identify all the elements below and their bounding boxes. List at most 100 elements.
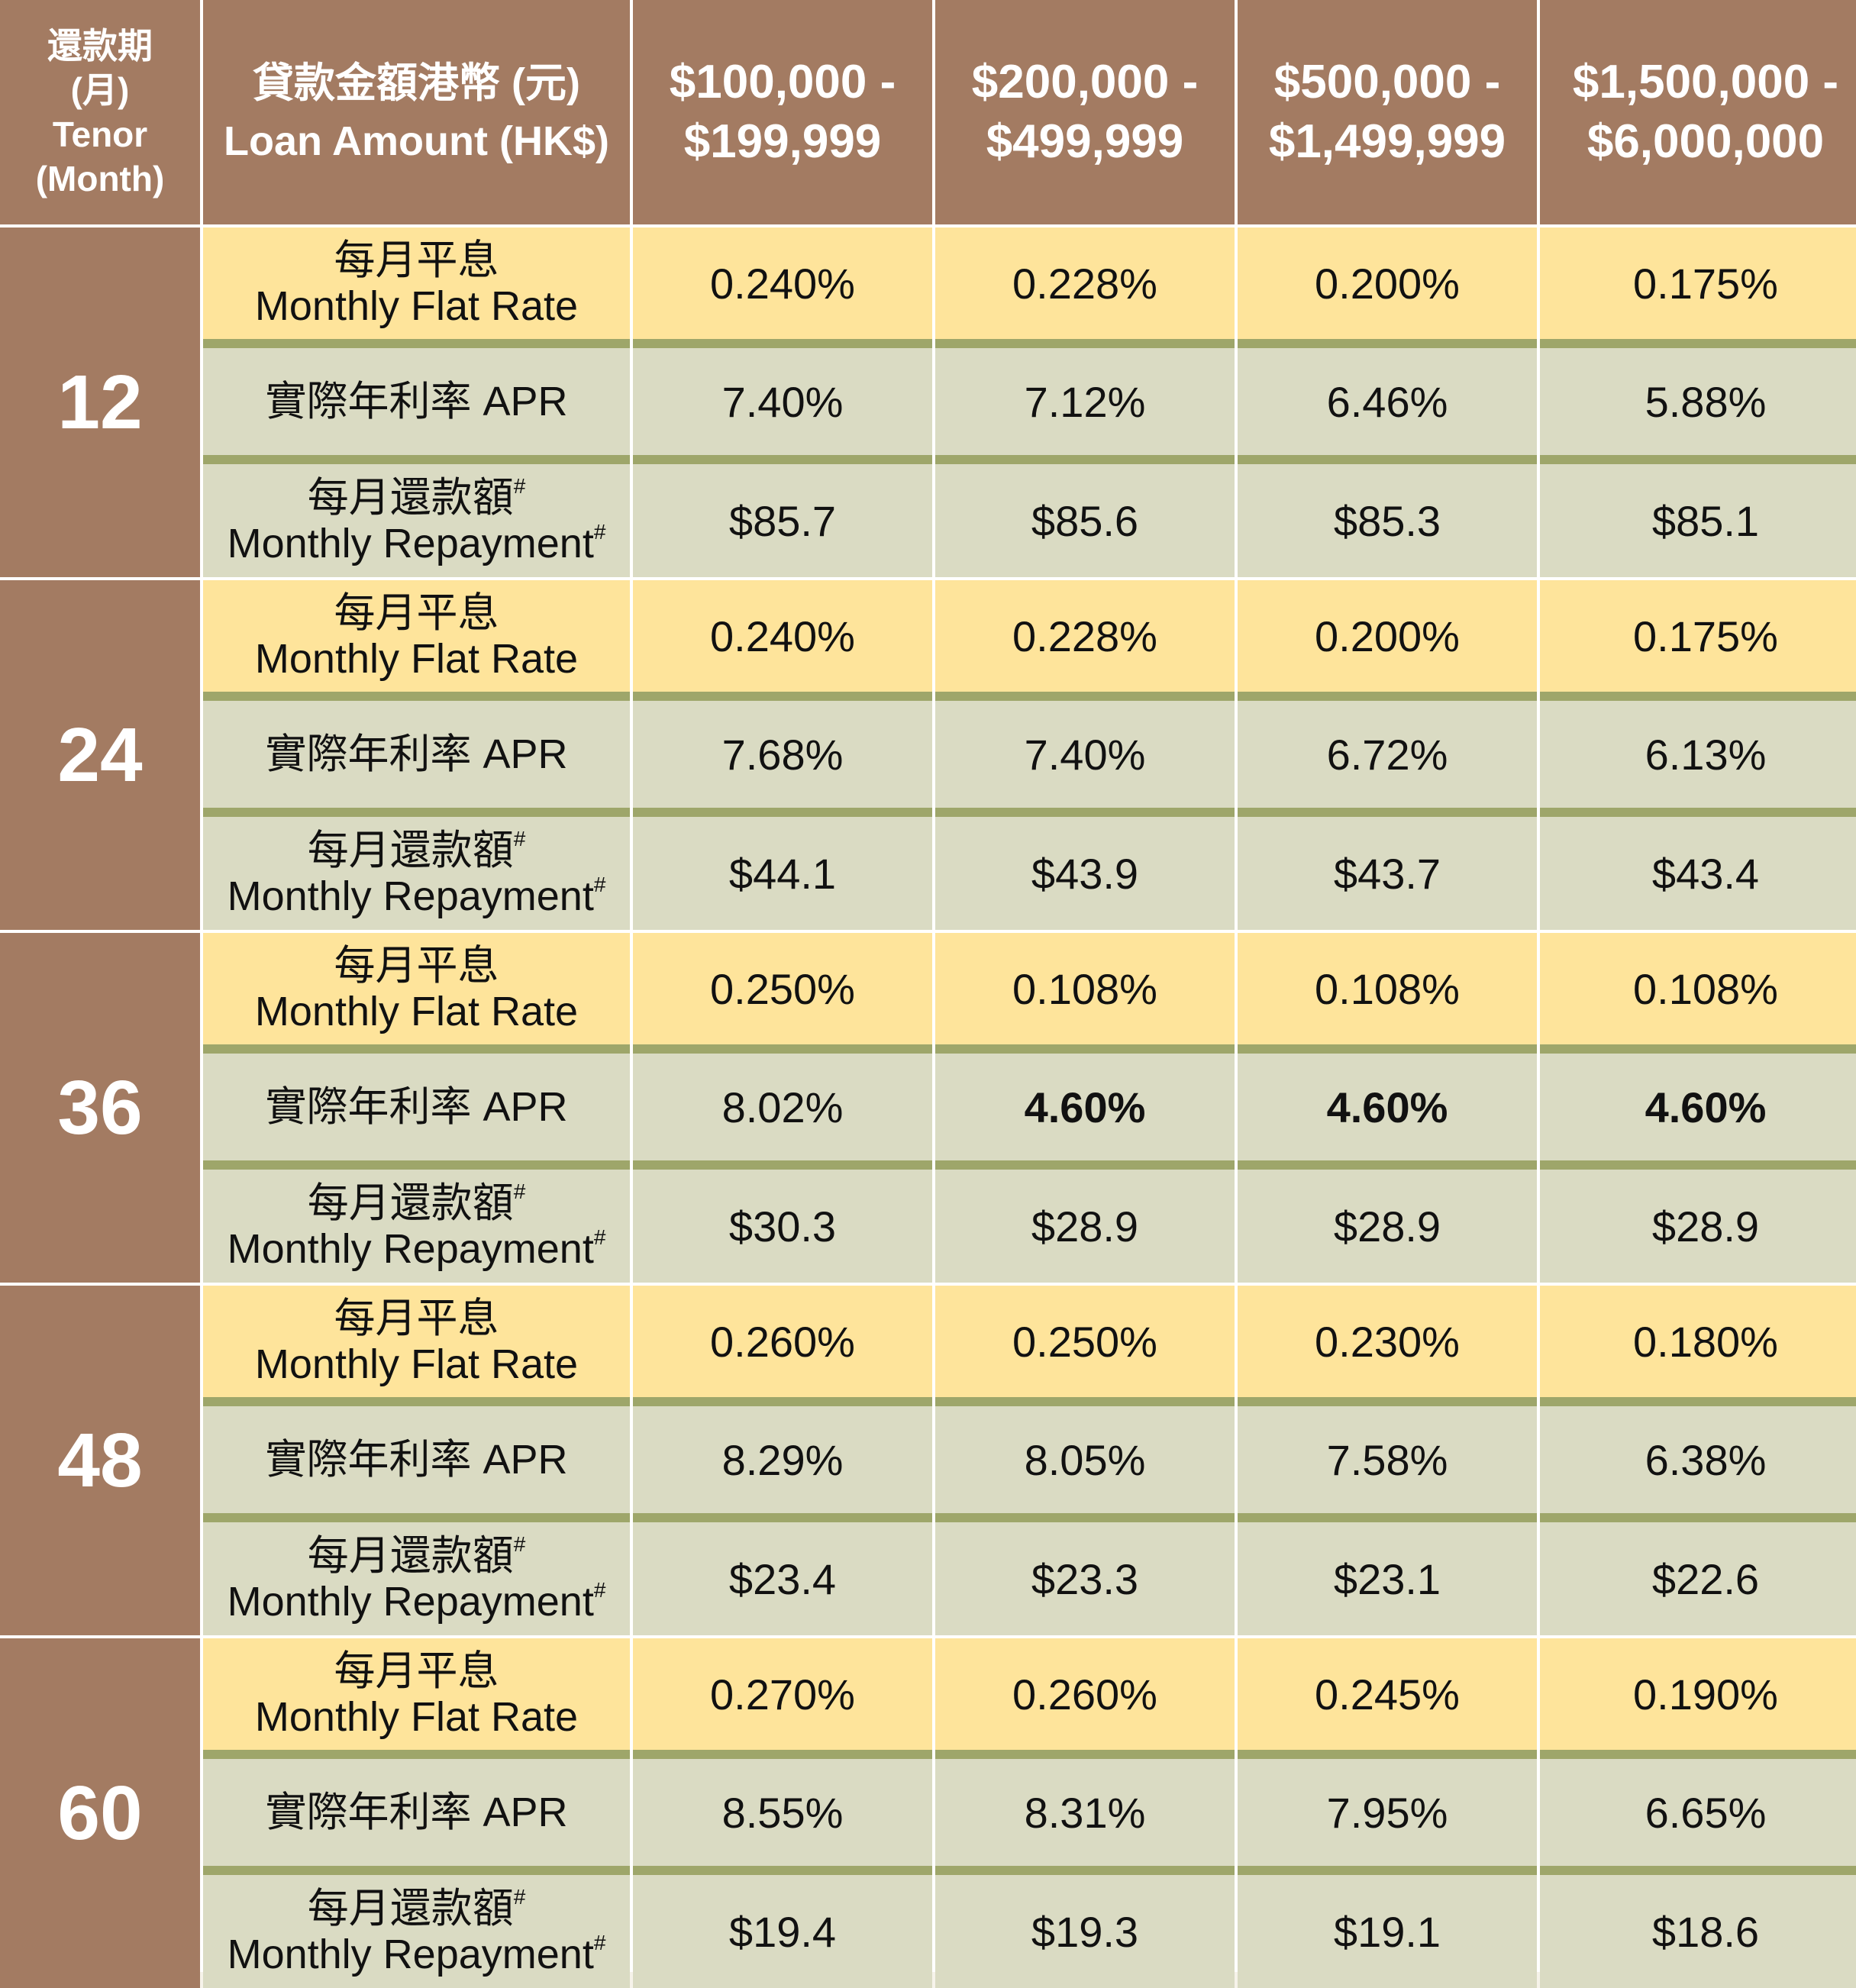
flat-rate-cell: 0.245%	[1238, 1638, 1537, 1750]
repayment-footnote-mark: #	[513, 1885, 526, 1909]
rate-label-group: 每月平息 Monthly Flat Rate 實際年利率 APR 每月還款額# Mont…	[203, 933, 630, 1283]
repayment-label-en: Monthly Repayment	[227, 1579, 594, 1625]
row-divider	[203, 1750, 630, 1759]
flat-rate-value: 0.190%	[1633, 1670, 1778, 1719]
repayment-cell: $28.9	[1540, 1170, 1856, 1283]
row-divider	[1238, 455, 1537, 464]
band-header-line2: $199,999	[683, 115, 882, 168]
repayment-value: $85.1	[1651, 496, 1760, 545]
repayment-label-zh-line: 每月還款額#	[308, 1886, 526, 1932]
flat-rate-label-en: Monthly Flat Rate	[254, 1694, 579, 1740]
band-header: $500,000 - $1,499,999	[1238, 0, 1537, 224]
apr-cell: 5.88%	[1540, 348, 1856, 455]
loan-header-en: Loan Amount (HK$)	[224, 118, 609, 164]
row-divider	[935, 808, 1235, 817]
loan-header-zh: 貸款金額港幣 (元)	[253, 60, 580, 106]
flat-rate-cell: 0.108%	[1238, 933, 1537, 1044]
repayment-value: $30.3	[728, 1202, 837, 1251]
flat-rate-label: 每月平息 Monthly Flat Rate	[203, 933, 630, 1044]
flat-rate-value: 0.175%	[1633, 259, 1778, 308]
apr-value: 8.55%	[721, 1788, 844, 1837]
rate-value-group: 0.250% 8.02% $30.3	[633, 933, 932, 1283]
band-header: $200,000 - $499,999	[935, 0, 1235, 224]
row-divider	[633, 1160, 932, 1170]
flat-rate-cell: 0.180%	[1540, 1286, 1856, 1397]
flat-rate-value: 0.230%	[1315, 1317, 1460, 1366]
apr-label-text: 實際年利率 APR	[265, 1437, 568, 1483]
flat-rate-value: 0.260%	[1012, 1670, 1157, 1719]
row-divider	[633, 339, 932, 348]
tenor-value: 60	[0, 1638, 200, 1988]
flat-rate-label-en: Monthly Flat Rate	[254, 636, 579, 682]
band-header-line1: $100,000 -	[669, 56, 896, 108]
band-header-line2: $1,499,999	[1268, 115, 1506, 168]
tenor-value: 24	[0, 580, 200, 930]
row-divider	[935, 1397, 1235, 1406]
band-header-line1: $500,000 -	[1273, 56, 1501, 108]
apr-cell: 6.13%	[1540, 701, 1856, 808]
flat-rate-label-en: Monthly Flat Rate	[254, 1341, 579, 1387]
flat-rate-value: 0.250%	[1012, 1317, 1157, 1366]
repayment-value: $23.1	[1333, 1554, 1441, 1603]
flat-rate-cell: 0.250%	[633, 933, 932, 1044]
flat-rate-cell: 0.108%	[935, 933, 1235, 1044]
repayment-cell: $23.4	[633, 1522, 932, 1635]
repayment-value: $23.3	[1031, 1554, 1139, 1603]
apr-value: 8.05%	[1024, 1435, 1146, 1484]
tenor-header-en-month: (Month)	[35, 159, 165, 198]
rate-value-group: 0.175% 6.13% $43.4	[1540, 580, 1856, 930]
repayment-footnote-mark: #	[593, 873, 606, 896]
flat-rate-value: 0.260%	[710, 1317, 855, 1366]
repayment-value: $23.4	[728, 1554, 837, 1603]
repayment-footnote-mark: #	[513, 474, 526, 498]
flat-rate-cell: 0.200%	[1238, 228, 1537, 339]
apr-cell: 7.40%	[633, 348, 932, 455]
repayment-cell: $28.9	[1238, 1170, 1537, 1283]
flat-rate-value: 0.200%	[1315, 259, 1460, 308]
apr-cell: 6.72%	[1238, 701, 1537, 808]
repayment-cell: $85.6	[935, 464, 1235, 577]
apr-cell: 4.60%	[935, 1054, 1235, 1160]
row-divider	[1540, 1044, 1856, 1054]
apr-label-text: 實際年利率 APR	[265, 731, 568, 777]
repayment-label-en-line: Monthly Repayment#	[228, 873, 606, 919]
rate-value-group: 0.190% 6.65% $18.6	[1540, 1638, 1856, 1988]
repayment-value: $28.9	[1333, 1202, 1441, 1251]
flat-rate-label-zh: 每月平息	[334, 590, 499, 636]
repayment-cell: $85.7	[633, 464, 932, 577]
row-divider	[1540, 1866, 1856, 1875]
row-divider	[1238, 692, 1537, 701]
band-header: $1,500,000 - $6,000,000	[1540, 0, 1856, 224]
repayment-footnote-mark: #	[513, 827, 526, 850]
apr-label: 實際年利率 APR	[203, 1406, 630, 1513]
row-divider	[633, 1397, 932, 1406]
flat-rate-label: 每月平息 Monthly Flat Rate	[203, 1286, 630, 1397]
rate-value-group: 0.240% 7.40% $85.7	[633, 228, 932, 577]
row-divider	[1540, 1397, 1856, 1406]
apr-value: 7.58%	[1326, 1435, 1448, 1484]
repayment-value: $85.7	[728, 496, 837, 545]
repayment-label-en-line: Monthly Repayment#	[228, 521, 606, 566]
row-divider	[1238, 1397, 1537, 1406]
apr-cell: 7.12%	[935, 348, 1235, 455]
repayment-cell: $43.9	[935, 817, 1235, 930]
apr-cell: 8.02%	[633, 1054, 932, 1160]
rate-value-group: 0.108% 4.60% $28.9	[1540, 933, 1856, 1283]
apr-value: 8.31%	[1024, 1788, 1146, 1837]
apr-cell: 7.40%	[935, 701, 1235, 808]
flat-rate-value: 0.180%	[1633, 1317, 1778, 1366]
repayment-footnote-mark: #	[593, 1578, 606, 1602]
row-divider	[1238, 1044, 1537, 1054]
rate-value-group: 0.228% 7.40% $43.9	[935, 580, 1235, 930]
apr-label: 實際年利率 APR	[203, 1054, 630, 1160]
row-divider	[1238, 808, 1537, 817]
flat-rate-value: 0.270%	[710, 1670, 855, 1719]
flat-rate-cell: 0.108%	[1540, 933, 1856, 1044]
row-divider	[935, 1160, 1235, 1170]
repayment-value: $28.9	[1031, 1202, 1139, 1251]
repayment-value: $44.1	[728, 849, 837, 898]
repayment-label: 每月還款額# Monthly Repayment#	[203, 1170, 630, 1283]
apr-label: 實際年利率 APR	[203, 1759, 630, 1866]
row-divider	[633, 455, 932, 464]
apr-value: 7.68%	[721, 730, 844, 779]
